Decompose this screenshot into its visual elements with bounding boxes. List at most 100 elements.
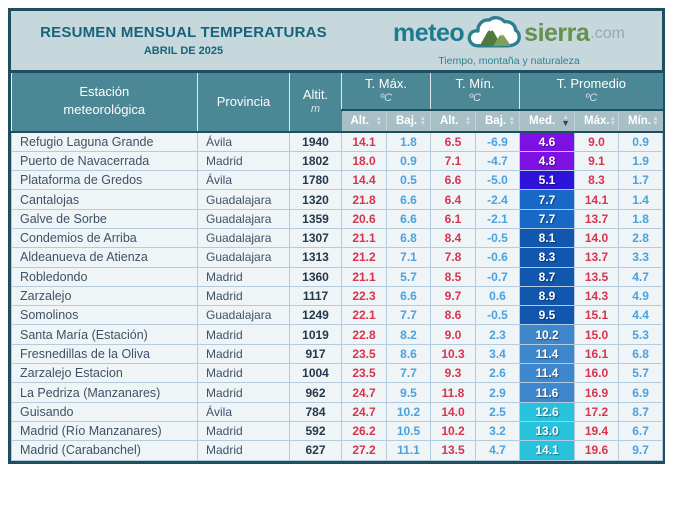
report-title: RESUMEN MENSUAL TEMPERATURAS <box>40 24 327 41</box>
altitude: 1320 <box>289 189 342 210</box>
sort-header-avg-min[interactable]: Mín. ▲ ▼ <box>618 109 663 133</box>
station-row: Aldeanueva de Atienza Guadalajara 1313 2… <box>11 247 664 268</box>
tmax-highest: 22.1 <box>341 305 387 326</box>
station-name: Madrid (Carabanchel) <box>11 440 198 461</box>
altitude: 592 <box>289 420 342 442</box>
avg-max: 14.0 <box>574 227 620 249</box>
tmax-highest: 22.8 <box>341 324 387 345</box>
avg-mean: 8.7 <box>519 266 576 287</box>
logo-text-sierra: sierra <box>524 19 590 47</box>
avg-max: 16.0 <box>574 363 620 384</box>
logo: meteo sierra .com Tiempo, montaña y natu… <box>356 15 662 67</box>
tmin-highest: 9.0 <box>430 324 476 345</box>
avg-min: 0.9 <box>618 131 664 152</box>
tmin-lowest: 2.9 <box>474 382 521 403</box>
sort-header-tmin-lowest[interactable]: Baj. ▲ ▼ <box>474 109 520 133</box>
avg-max: 16.9 <box>574 382 620 403</box>
tmin-lowest: -2.1 <box>474 208 521 229</box>
station-row: Puerto de Navacerrada Madrid 1802 18.0 0… <box>11 150 664 172</box>
avg-min: 8.7 <box>618 401 664 422</box>
station-row: Plataforma de Gredos Ávila 1780 14.4 0.5… <box>11 170 664 191</box>
tmin-highest: 6.6 <box>430 170 476 191</box>
tmin-lowest: 0.6 <box>474 285 521 307</box>
tmin-highest: 9.3 <box>430 363 476 384</box>
sort-arrows-icon: ▲ ▼ <box>375 115 382 127</box>
tmax-lowest: 10.5 <box>386 420 431 442</box>
avg-max: 15.0 <box>574 324 620 345</box>
altitude: 1360 <box>289 266 342 287</box>
tmax-lowest: 6.6 <box>386 208 431 229</box>
sort-header-tmax-highest[interactable]: Alt. ▲ ▼ <box>341 109 387 133</box>
temperature-table: Estación meteorológica Provincia Altit. m… <box>11 73 664 461</box>
tmax-highest: 26.2 <box>341 420 387 442</box>
altitude: 1004 <box>289 363 342 384</box>
tmin-lowest: -6.9 <box>474 131 521 152</box>
tmin-lowest: -0.7 <box>474 266 521 287</box>
province: Guadalajara <box>197 208 290 229</box>
logo-text-meteo: meteo <box>393 19 465 47</box>
avg-min: 4.4 <box>618 305 664 326</box>
sort-header-tmax-lowest[interactable]: Baj. ▲ ▼ <box>386 109 431 133</box>
avg-min: 1.4 <box>618 189 664 210</box>
altitude: 784 <box>289 401 342 422</box>
tmax-highest: 18.0 <box>341 150 387 172</box>
station-row: Guisando Ávila 784 24.7 10.2 14.0 2.5 12… <box>11 401 664 422</box>
col-header-tavg-group: T. Promedio ºC <box>519 73 663 111</box>
avg-mean: 4.6 <box>519 131 576 152</box>
station-row: Madrid (Carabanchel) Madrid 627 27.2 11.… <box>11 440 664 461</box>
station-name: Refugio Laguna Grande <box>11 131 198 152</box>
province: Ávila <box>197 131 290 152</box>
altitude: 1780 <box>289 170 342 191</box>
tmax-highest: 23.5 <box>341 363 387 384</box>
province: Madrid <box>197 382 290 403</box>
avg-mean: 10.2 <box>519 324 576 345</box>
station-row: Galve de Sorbe Guadalajara 1359 20.6 6.6… <box>11 208 664 229</box>
avg-max: 17.2 <box>574 401 620 422</box>
avg-max: 13.5 <box>574 266 620 287</box>
avg-max: 19.4 <box>574 420 620 442</box>
avg-min: 1.7 <box>618 170 664 191</box>
tmax-highest: 21.1 <box>341 266 387 287</box>
avg-mean: 5.1 <box>519 170 576 191</box>
avg-mean: 12.6 <box>519 401 576 422</box>
banner: RESUMEN MENSUAL TEMPERATURAS ABRIL DE 20… <box>11 11 662 73</box>
station-row: Refugio Laguna Grande Ávila 1940 14.1 1.… <box>11 131 664 152</box>
sort-arrows-icon: ▲ ▼ <box>508 115 516 127</box>
sort-header-avg-max[interactable]: Máx. ▲ ▼ <box>574 109 619 133</box>
avg-min: 4.9 <box>618 285 664 307</box>
tmin-lowest: -0.6 <box>474 247 521 268</box>
avg-mean: 13.0 <box>519 420 576 442</box>
logo-text-tld: .com <box>590 24 625 42</box>
sort-header-tmin-highest[interactable]: Alt. ▲ ▼ <box>430 109 476 133</box>
avg-mean: 11.6 <box>519 382 576 403</box>
province: Madrid <box>197 285 290 307</box>
station-name: Robledondo <box>11 266 198 287</box>
avg-max: 9.1 <box>574 150 620 172</box>
sort-arrows-icon: ▲ ▼ <box>561 114 571 128</box>
avg-min: 4.7 <box>618 266 664 287</box>
tmin-lowest: 3.4 <box>474 343 521 365</box>
avg-mean: 11.4 <box>519 363 576 384</box>
sort-arrows-icon: ▲ ▼ <box>419 115 426 127</box>
avg-min: 1.8 <box>618 208 664 229</box>
altitude: 1307 <box>289 227 342 249</box>
sort-arrows-icon: ▲ ▼ <box>464 115 471 127</box>
station-name: Santa María (Estación) <box>11 324 198 345</box>
tmax-lowest: 5.7 <box>386 266 431 287</box>
col-header-altitude: Altit. m <box>289 73 342 133</box>
province: Guadalajara <box>197 305 290 326</box>
avg-min: 6.8 <box>618 343 664 365</box>
tmin-highest: 6.1 <box>430 208 476 229</box>
province: Madrid <box>197 363 290 384</box>
sort-header-avg-mean[interactable]: Med. ▲ ▼ <box>519 109 575 133</box>
avg-min: 9.7 <box>618 440 664 461</box>
station-name: Madrid (Río Manzanares) <box>11 420 198 442</box>
tmin-highest: 13.5 <box>430 440 476 461</box>
station-name: Somolinos <box>11 305 198 326</box>
tmax-highest: 21.1 <box>341 227 387 249</box>
tmax-highest: 24.7 <box>341 401 387 422</box>
altitude: 917 <box>289 343 342 365</box>
sort-arrows-icon: ▲ ▼ <box>609 115 617 127</box>
avg-mean: 7.7 <box>519 208 576 229</box>
tmax-lowest: 6.6 <box>386 285 431 307</box>
